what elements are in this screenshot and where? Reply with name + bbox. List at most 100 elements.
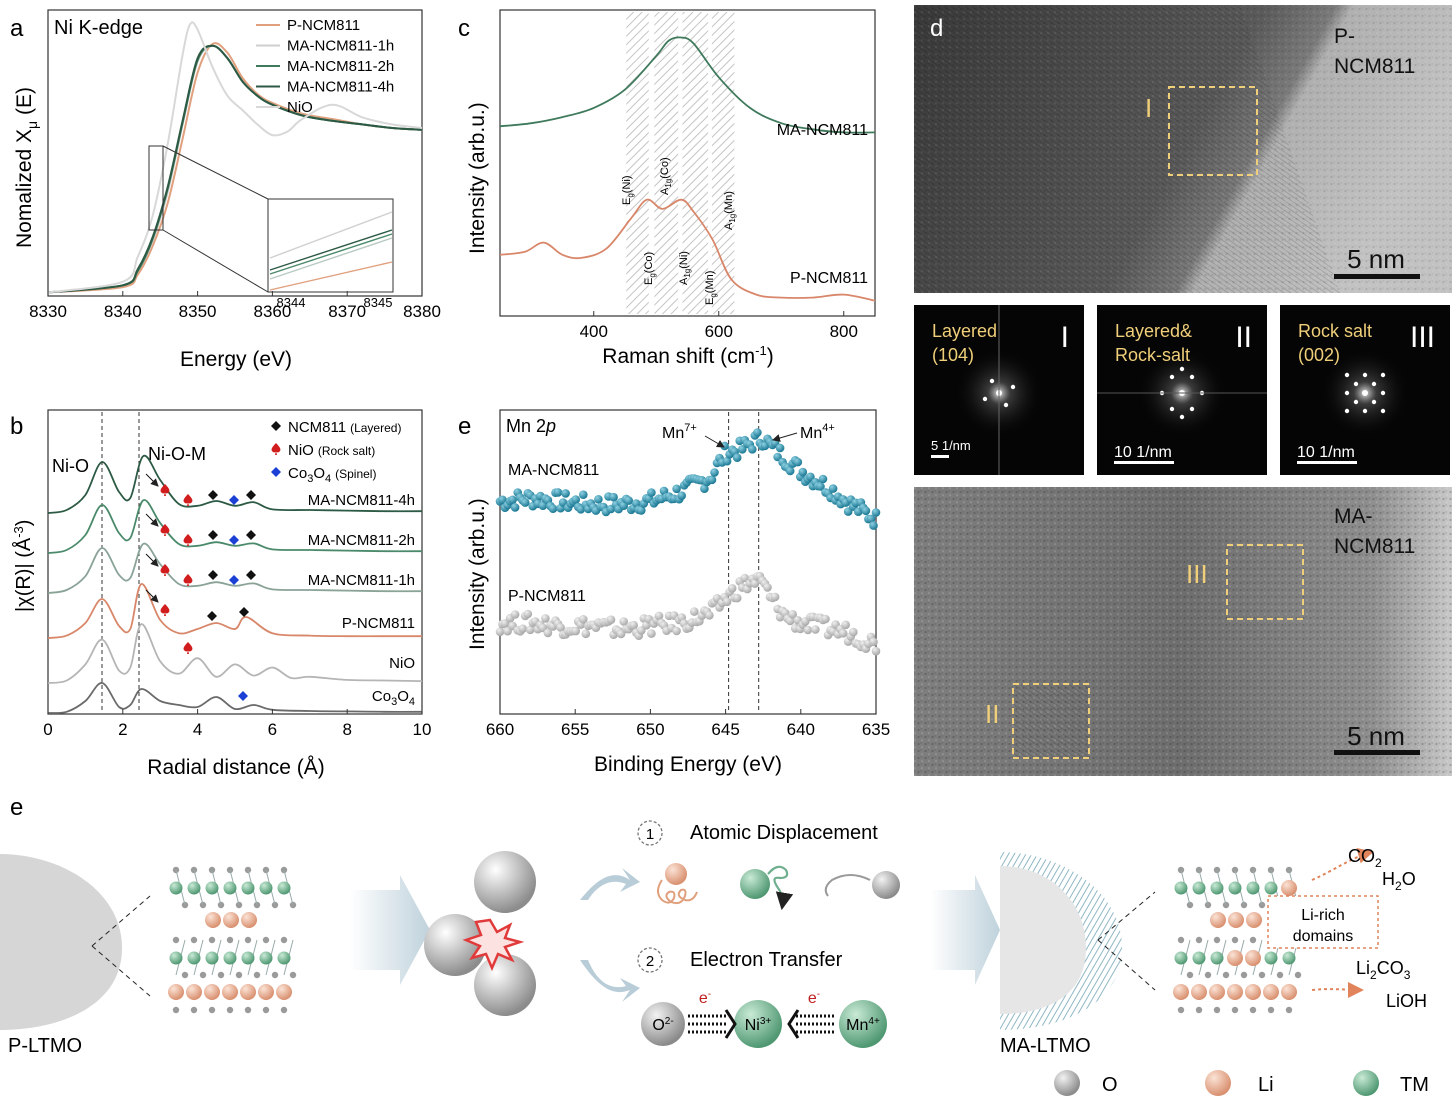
a-xtick-label-1: 8340 bbox=[104, 302, 142, 321]
xps-point-1-116 bbox=[788, 610, 797, 619]
fft-spot-1-7 bbox=[1179, 366, 1185, 372]
lattice-left-o-3-0 bbox=[181, 971, 189, 979]
xps-point-1-92 bbox=[727, 584, 737, 593]
c-xtick-label-1: 600 bbox=[705, 322, 733, 341]
xps-point-1-148 bbox=[869, 637, 878, 647]
fft-spot-2-10 bbox=[1371, 399, 1377, 405]
lattice-right-atom-0-5 bbox=[1264, 881, 1278, 895]
lattice-right-o-4-3 bbox=[1231, 1006, 1239, 1014]
raman-line-0 bbox=[499, 36, 876, 134]
arrow-4h bbox=[145, 473, 159, 487]
xps-point-1-53 bbox=[629, 620, 638, 630]
panel-b-ylabel: |χ(R)| (Å-3) bbox=[11, 520, 35, 612]
dia-c-4h bbox=[246, 490, 256, 500]
fft-scale-bar-1 bbox=[1114, 461, 1174, 464]
xps-point-0-39 bbox=[594, 495, 603, 504]
lioh-label: LiOH bbox=[1386, 991, 1427, 1011]
xps-point-1-129 bbox=[821, 614, 830, 624]
xps-point-1-90 bbox=[722, 597, 732, 607]
spade-a-1h bbox=[160, 564, 170, 576]
o-motion-path bbox=[824, 874, 871, 897]
dia-p-1 bbox=[207, 611, 217, 621]
lattice-left-atom-2-4 bbox=[241, 951, 255, 965]
xps-point-0-17 bbox=[538, 501, 548, 511]
dia-c-1h bbox=[246, 570, 256, 580]
c-xtick-label-2: 800 bbox=[830, 322, 858, 341]
fft-insets: Layered (104) I 5 1/nm Layered&Rock-salt II 10… bbox=[914, 305, 1450, 475]
roi-label-ii: II bbox=[985, 699, 999, 729]
panel-b: b Ni-O Ni-O-M NCM811 (Layered) NiO (Rock s… bbox=[10, 409, 431, 779]
ball-bottom bbox=[474, 954, 536, 1016]
xps-point-0-132 bbox=[828, 484, 838, 493]
xps-point-0-123 bbox=[806, 472, 815, 482]
xps-point-0-81 bbox=[700, 484, 709, 494]
lattice-left-atom-3-6 bbox=[276, 984, 292, 1000]
xps-point-0-102 bbox=[753, 428, 762, 437]
lattice-left-atom-1-0 bbox=[205, 912, 221, 928]
arrow-2h bbox=[145, 513, 159, 527]
arrow-p bbox=[145, 589, 159, 603]
lattice-right-atom-3-0 bbox=[1173, 984, 1189, 1000]
step1-label: Atomic Displacement bbox=[690, 822, 878, 844]
xps-point-0-45 bbox=[609, 492, 618, 502]
lattice-left-o-4-6 bbox=[280, 1006, 288, 1014]
fft-scale-bar-2 bbox=[1297, 461, 1357, 464]
lattice-left-atom-3-5 bbox=[258, 984, 274, 1000]
li2co3-arrow bbox=[1311, 981, 1364, 998]
scale-label-top: 5 nm bbox=[1347, 244, 1405, 274]
xps-point-0-10 bbox=[520, 498, 530, 507]
lattice-right-atom-3-1 bbox=[1191, 984, 1207, 1000]
panel-b-markers bbox=[145, 473, 256, 701]
panel-a-frame bbox=[47, 9, 423, 297]
xps-point-0-30 bbox=[571, 495, 580, 504]
trace-label-2h: MA-NCM811-2h bbox=[308, 532, 415, 549]
fork-arrow-up bbox=[580, 868, 640, 900]
annot-mn7: Mn7+ bbox=[662, 422, 697, 442]
xps-point-1-94 bbox=[732, 593, 742, 603]
band-label-top-1: A1g(Co) bbox=[659, 157, 673, 195]
spade-p bbox=[160, 604, 170, 616]
b-xtick-label-3: 6 bbox=[268, 720, 277, 739]
lattice-left-atom-0-2 bbox=[205, 881, 219, 895]
lattice-left-atom-2-5 bbox=[259, 951, 273, 965]
lattice-left-o-2-6 bbox=[280, 936, 288, 944]
lattice-left-atom-3-1 bbox=[186, 984, 202, 1000]
dia-c-2h bbox=[246, 530, 256, 540]
flow-arrow-2 bbox=[930, 875, 1000, 985]
trace-label-nio: NiO bbox=[389, 655, 415, 672]
inset-tick-1: 8344 bbox=[277, 295, 306, 310]
xps-point-0-21 bbox=[548, 504, 558, 513]
label-ni-o: Ni-O bbox=[52, 456, 89, 476]
step1-number: 1 bbox=[646, 826, 654, 843]
xps-point-1-60 bbox=[647, 629, 656, 638]
li-motion-path bbox=[657, 879, 698, 905]
dia-a-1h bbox=[208, 570, 218, 580]
panel-c-x-ticks: 400 600 800 bbox=[580, 311, 858, 341]
fft-spot-0-3 bbox=[989, 378, 995, 384]
lattice-left-atom-3-4 bbox=[240, 984, 256, 1000]
spade-a-4h bbox=[160, 484, 170, 496]
spade-b-4h bbox=[183, 494, 193, 506]
fft-label-line2-2: (002) bbox=[1298, 345, 1340, 365]
e-xtick-label-0: 660 bbox=[486, 720, 514, 739]
lattice-right-o-3-4 bbox=[1258, 971, 1266, 979]
xps-point-0-33 bbox=[579, 490, 588, 500]
zoom-connector-bottom bbox=[162, 229, 269, 293]
xps-point-0-26 bbox=[561, 489, 570, 498]
xps-point-1-6 bbox=[510, 610, 520, 619]
a-xtick-label-0: 8330 bbox=[29, 302, 67, 321]
xps-point-1-30 bbox=[571, 626, 580, 636]
e-xtick-label-3: 645 bbox=[711, 720, 739, 739]
tem-top-label-line1: P- bbox=[1334, 25, 1355, 48]
co2-arrow bbox=[1311, 847, 1374, 881]
lattice-right-atom-2-1 bbox=[1192, 951, 1206, 965]
electron-arrow-1 bbox=[688, 1009, 737, 1039]
lattice-right-atom-3-5 bbox=[1263, 984, 1279, 1000]
raman-line-1 bbox=[499, 198, 876, 302]
panel-e-xps: e Mn 2p MA-NCM811 P-NCM811 Mn7+ Mn4+ 660… bbox=[458, 409, 890, 776]
panel-b-legend: NCM811 (Layered) NiO (Rock salt) Co3O4 (Spi… bbox=[271, 419, 401, 485]
xps-point-0-111 bbox=[775, 443, 785, 453]
lattice-right-o-3-1 bbox=[1204, 971, 1212, 979]
panel-a-letter: a bbox=[10, 15, 24, 42]
